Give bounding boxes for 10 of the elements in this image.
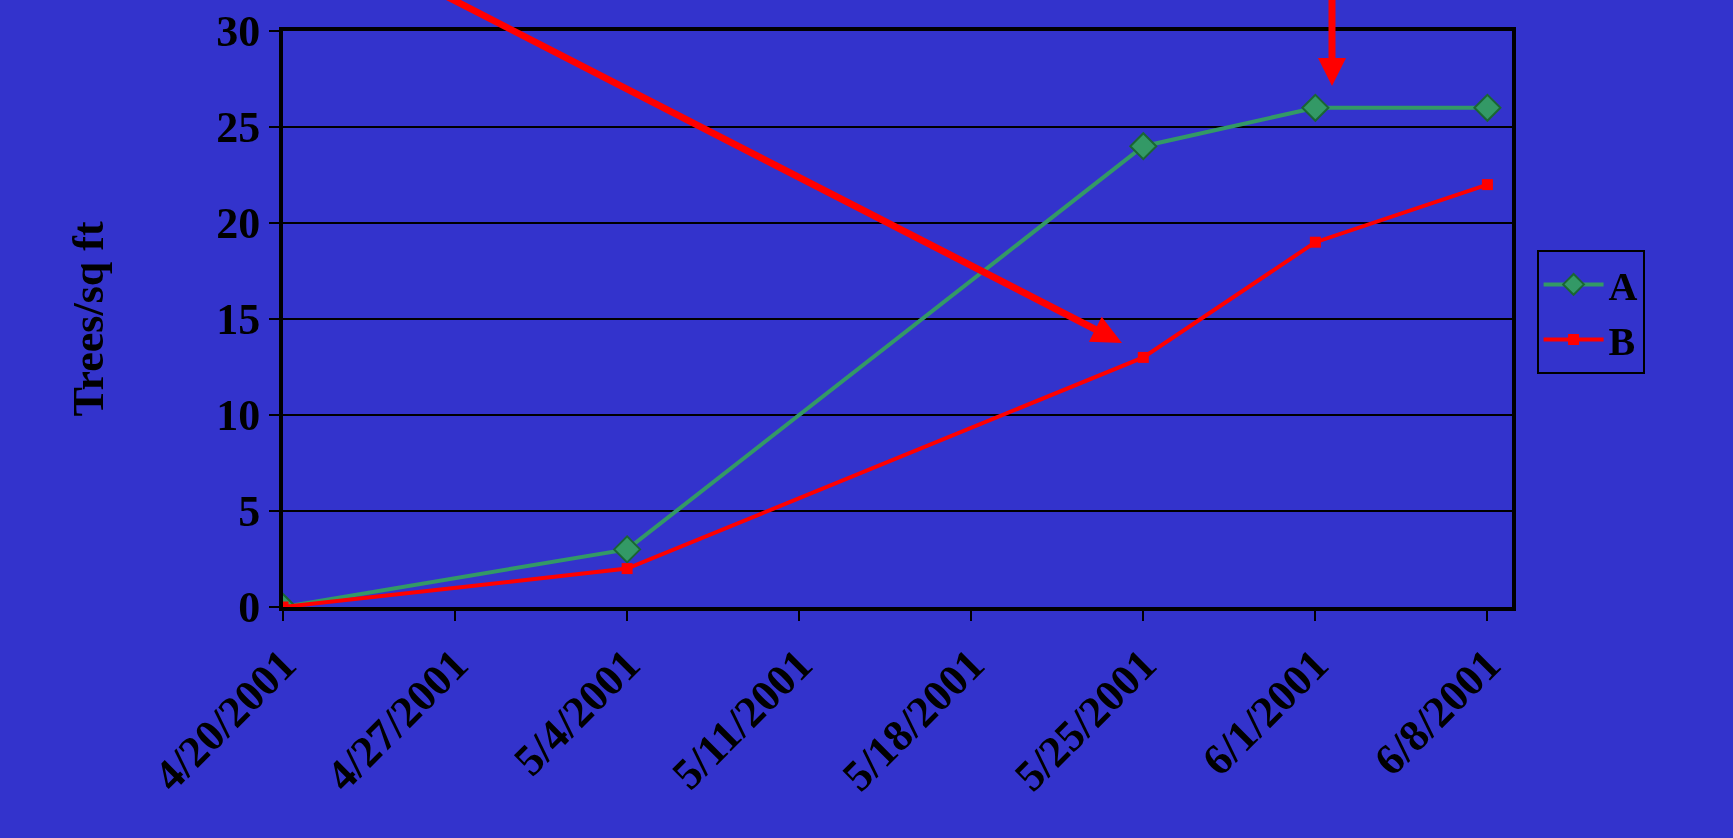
- legend-label: B: [1608, 318, 1636, 364]
- y-tick-label: 15: [216, 295, 261, 345]
- legend-label: A: [1608, 263, 1638, 309]
- y-tick-label: 25: [216, 103, 261, 153]
- y-tick-label: 5: [238, 487, 261, 537]
- y-tick-label: 0: [238, 583, 261, 633]
- y-tick-label: 20: [216, 199, 261, 249]
- y-tick-label: 30: [216, 7, 261, 57]
- y-axis-title: Trees/sq ft: [63, 221, 113, 417]
- y-tick-label: 10: [216, 391, 261, 441]
